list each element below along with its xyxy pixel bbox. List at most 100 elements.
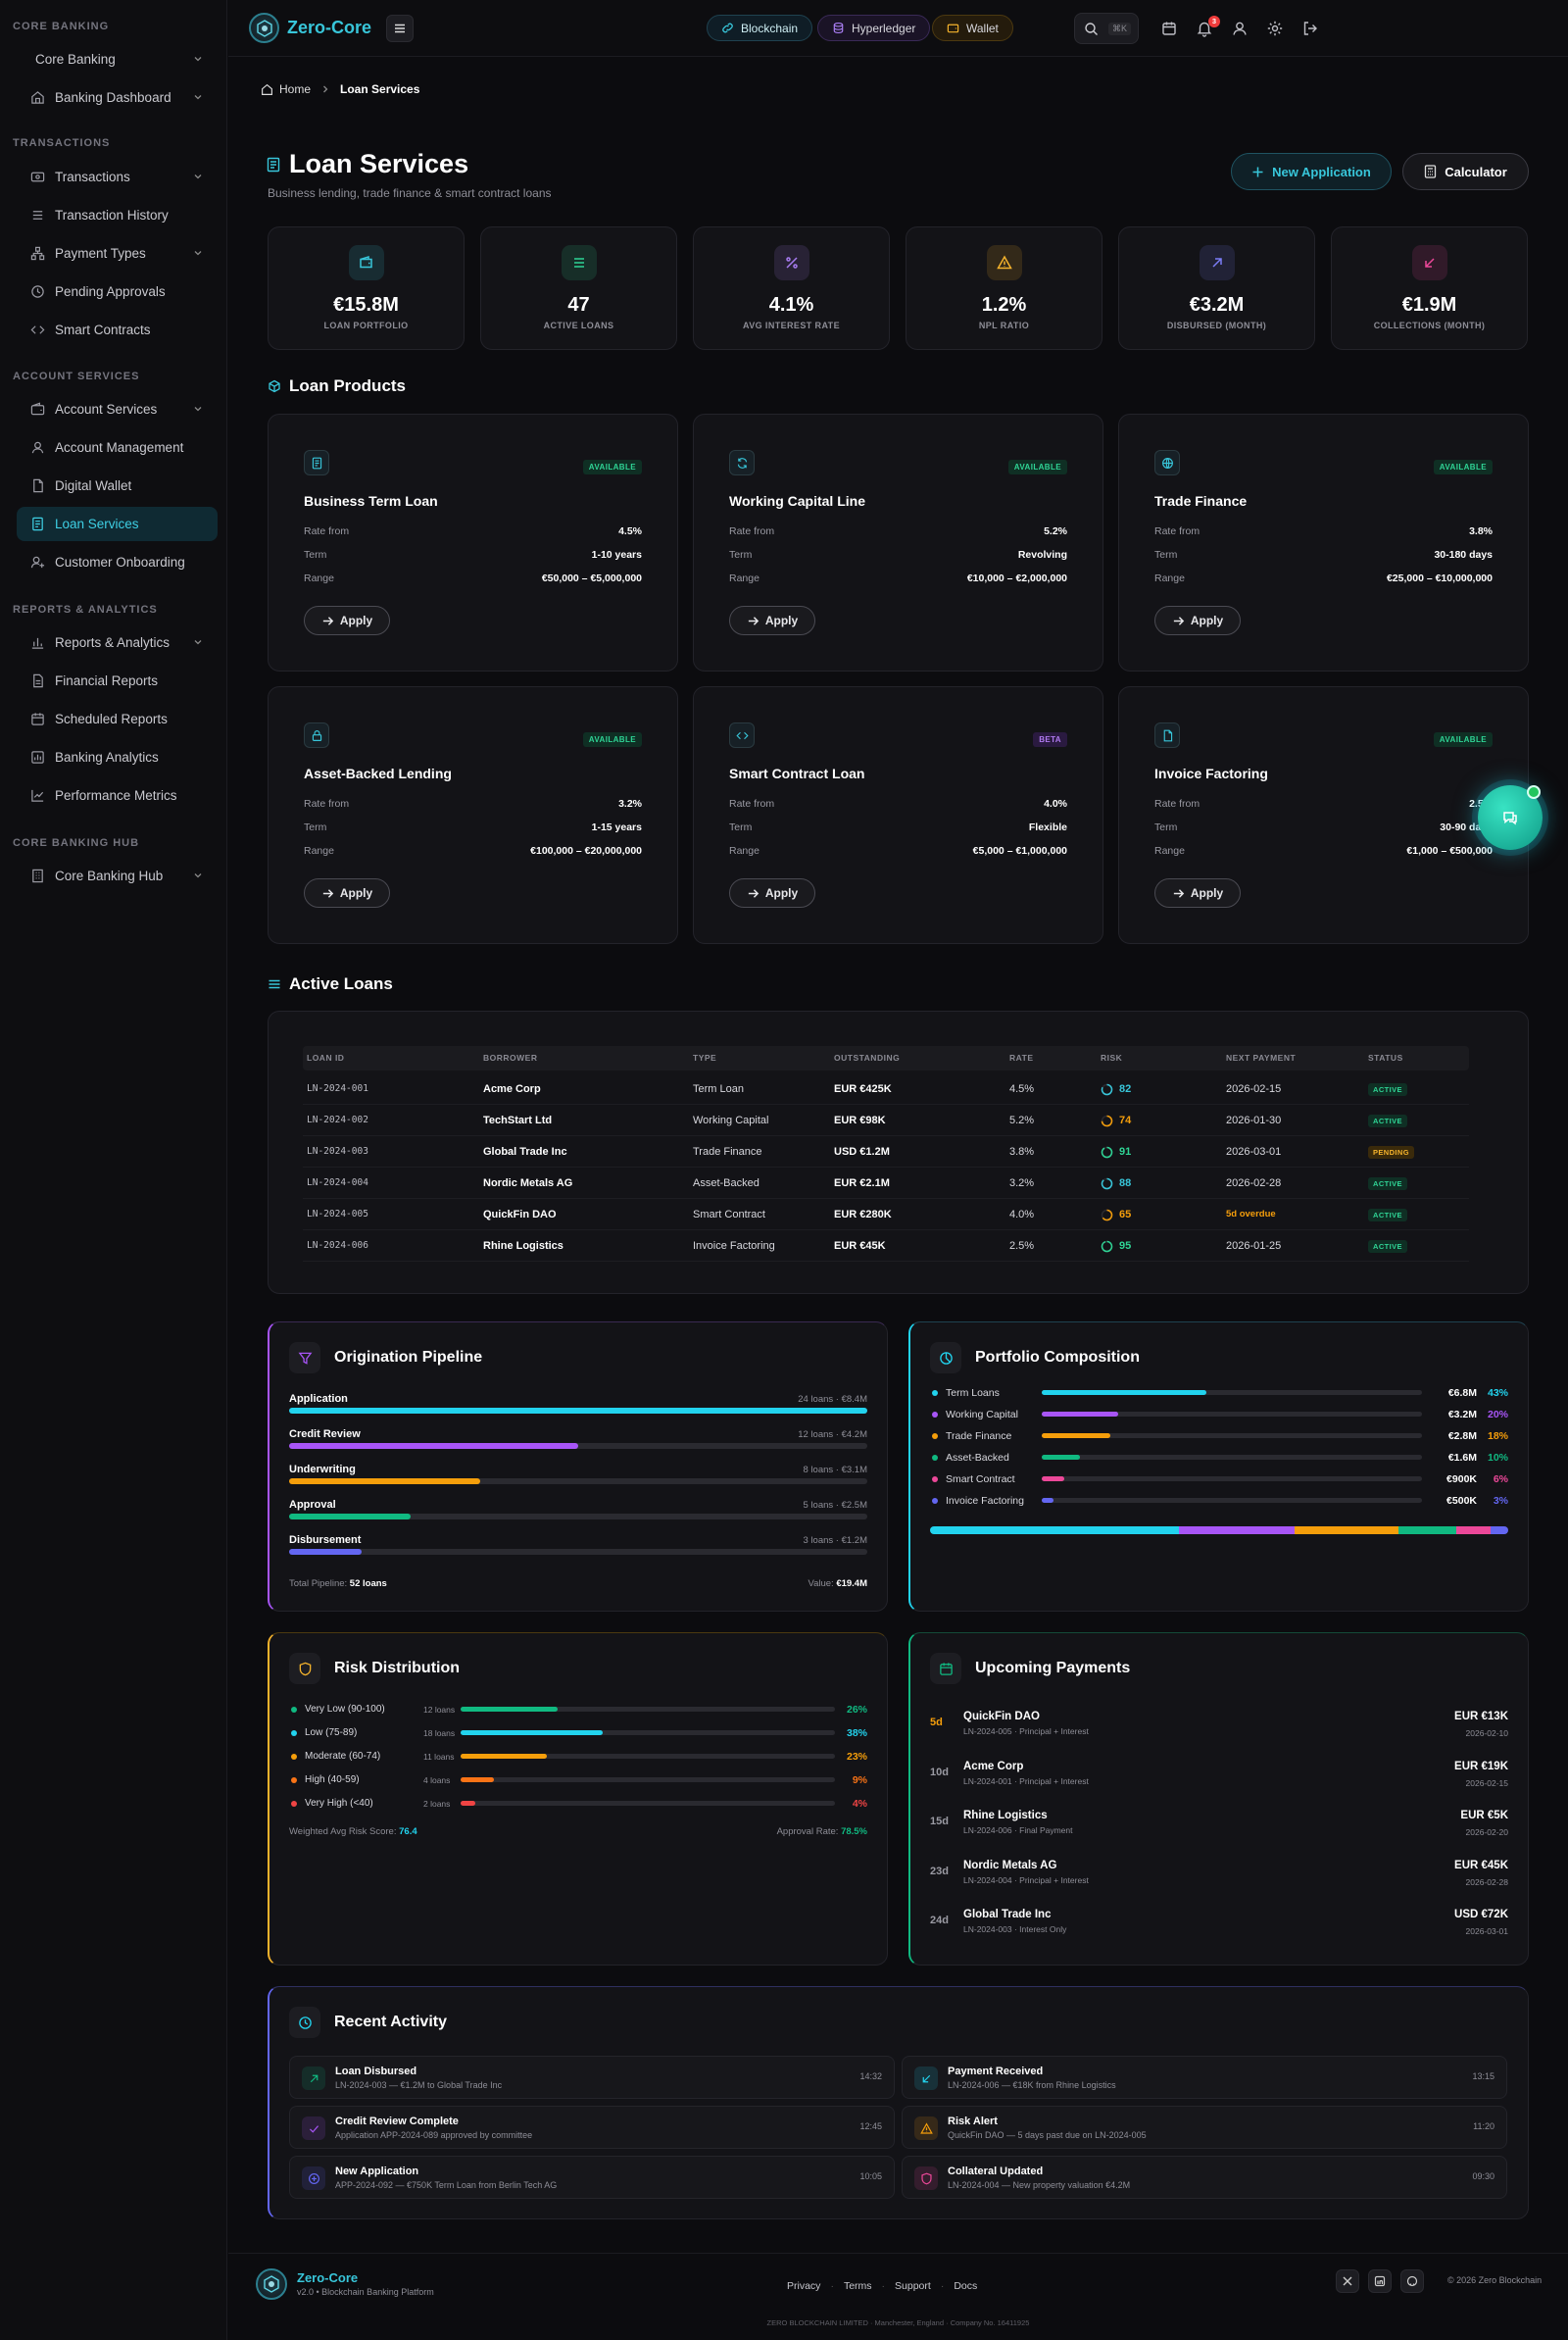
table-row[interactable]: LN-2024-002 TechStart Ltd Working Capital E… — [303, 1105, 1469, 1136]
composition-name: Term Loans — [946, 1387, 1000, 1399]
sidebar-item-pending-approvals[interactable]: Pending Approvals — [17, 274, 218, 309]
apply-button[interactable]: Apply — [1154, 878, 1241, 908]
breadcrumb-home[interactable]: Home — [279, 82, 312, 96]
bell-icon[interactable] — [1196, 20, 1213, 37]
footer-link-docs[interactable]: Docs — [954, 2280, 978, 2292]
sidebar-item-customer-onboarding[interactable]: Customer Onboarding — [17, 545, 218, 579]
sidebar-item-smart-contracts[interactable]: Smart Contracts — [17, 313, 218, 347]
range-value: €100,000 – €20,000,000 — [530, 845, 642, 857]
activity-item[interactable]: Loan Disbursed LN-2024-003 — €1.2M to Glo… — [289, 2056, 895, 2099]
payment-borrower: Acme Corp — [963, 1760, 1024, 1772]
rate: 4.5% — [1009, 1083, 1035, 1095]
sidebar-item-banking-dashboard[interactable]: Banking Dashboard — [17, 80, 218, 115]
apply-button[interactable]: Apply — [304, 878, 390, 908]
sidebar-item-banking-analytics[interactable]: Banking Analytics — [17, 740, 218, 774]
github-button[interactable] — [1400, 2269, 1424, 2293]
sidebar-item-digital-wallet[interactable]: Digital Wallet — [17, 469, 218, 503]
table-row[interactable]: LN-2024-001 Acme Corp Term Loan EUR €425K 4.… — [303, 1073, 1469, 1105]
arrow-right-icon — [1173, 616, 1185, 625]
risk-ring-icon — [1101, 1240, 1113, 1252]
brand-logo[interactable]: Zero-Core — [249, 13, 371, 43]
payment-amount: EUR €45K — [1454, 1859, 1508, 1871]
sidebar-item-account-management[interactable]: Account Management — [17, 430, 218, 465]
x-social-button[interactable] — [1336, 2269, 1359, 2293]
menu-toggle-button[interactable] — [386, 15, 414, 42]
sidebar-item-transactions[interactable]: Transactions — [17, 160, 218, 194]
sidebar-item-loan-services[interactable]: Loan Services — [17, 507, 218, 541]
stat-card: 47 ACTIVE LOANS — [480, 226, 677, 350]
payment-item[interactable]: 23d Nordic Metals AG LN-2024-004 · Princip… — [930, 1854, 1508, 1901]
activity-item[interactable]: Payment Received LN-2024-006 — €18K from … — [902, 2056, 1507, 2099]
stat-label: LOAN PORTFOLIO — [323, 321, 409, 330]
table-row[interactable]: LN-2024-006 Rhine Logistics Invoice Factor… — [303, 1230, 1469, 1262]
avg-value: 76.4 — [399, 1826, 417, 1837]
shield-icon — [914, 2166, 938, 2190]
borrower: Acme Corp — [483, 1083, 541, 1095]
payment-item[interactable]: 10d Acme Corp LN-2024-001 · Principal + In… — [930, 1755, 1508, 1802]
sidebar-item-label: Customer Onboarding — [55, 555, 185, 570]
activity-item[interactable]: New Application APP-2024-092 — €750K Term… — [289, 2156, 895, 2199]
wallet-pill[interactable]: Wallet — [932, 15, 1013, 41]
shield-icon — [289, 1653, 320, 1684]
sidebar-item-core-banking-hub[interactable]: Core Banking Hub — [17, 859, 218, 893]
availability-badge: AVAILABLE — [1433, 732, 1493, 747]
card-icon — [29, 170, 45, 185]
user-icon[interactable] — [1231, 20, 1249, 37]
activity-item[interactable]: Risk Alert QuickFin DAO — 5 days past due… — [902, 2106, 1507, 2149]
online-status-dot — [1527, 785, 1541, 799]
arrow-right-icon — [748, 888, 760, 898]
stage-name: Underwriting — [289, 1464, 356, 1475]
status-badge: ACTIVE — [1368, 1177, 1407, 1190]
activity-detail: Application APP-2024-089 approved by com… — [335, 2130, 533, 2140]
calendar-icon[interactable] — [1160, 20, 1178, 37]
sidebar-item-reports-analytics[interactable]: Reports & Analytics — [17, 625, 218, 660]
payment-item[interactable]: 5d QuickFin DAO LN-2024-005 · Principal + … — [930, 1705, 1508, 1752]
borrower: TechStart Ltd — [483, 1115, 553, 1126]
payment-detail: LN-2024-005 · Principal + Interest — [963, 1726, 1089, 1736]
table-row[interactable]: LN-2024-005 QuickFin DAO Smart Contract EUR… — [303, 1199, 1469, 1230]
logout-icon[interactable] — [1301, 20, 1319, 37]
footer-link-support[interactable]: Support — [895, 2280, 931, 2292]
table-row[interactable]: LN-2024-003 Global Trade Inc Trade Finance… — [303, 1136, 1469, 1168]
gear-icon[interactable] — [1266, 20, 1284, 37]
risk-value: 82 — [1119, 1083, 1132, 1095]
blockchain-pill[interactable]: Blockchain — [707, 15, 813, 41]
hyperledger-pill[interactable]: Hyperledger — [817, 15, 931, 41]
rate: 5.2% — [1009, 1115, 1035, 1126]
composition-amount: €900K — [1446, 1473, 1477, 1485]
linkedin-button[interactable] — [1368, 2269, 1392, 2293]
sidebar-item-payment-types[interactable]: Payment Types — [17, 236, 218, 271]
apply-button[interactable]: Apply — [729, 878, 815, 908]
rate-row: Rate from 4.5% — [304, 525, 642, 541]
search-icon — [1085, 23, 1098, 35]
activity-item[interactable]: Credit Review Complete Application APP-20… — [289, 2106, 895, 2149]
filter-icon — [289, 1342, 320, 1373]
search-button[interactable]: ⌘K — [1074, 13, 1139, 44]
calculator-button[interactable]: Calculator — [1402, 153, 1529, 190]
footer-copyright: © 2026 Zero Blockchain — [1447, 2275, 1543, 2285]
linkedin-icon — [1374, 2275, 1386, 2287]
footer-link-privacy[interactable]: Privacy — [787, 2280, 821, 2292]
stat-value: 47 — [567, 294, 590, 316]
stage-bar-fill — [289, 1514, 411, 1519]
table-row[interactable]: LN-2024-004 Nordic Metals AG Asset-Backed E… — [303, 1168, 1469, 1199]
sidebar-item-financial-reports[interactable]: Financial Reports — [17, 664, 218, 698]
sidebar-item-performance-metrics[interactable]: Performance Metrics — [17, 778, 218, 813]
sidebar-item-scheduled-reports[interactable]: Scheduled Reports — [17, 702, 218, 736]
footer-link-terms[interactable]: Terms — [843, 2280, 872, 2292]
composition-amount: €1.6M — [1447, 1452, 1477, 1464]
sidebar-item-account-services[interactable]: Account Services — [17, 392, 218, 426]
new-application-button[interactable]: New Application — [1231, 153, 1392, 190]
sidebar-item-transaction-history[interactable]: Transaction History — [17, 198, 218, 232]
rate-row: Rate from 3.2% — [304, 798, 642, 814]
composition-pct: 43% — [1487, 1387, 1508, 1399]
apply-button[interactable]: Apply — [304, 606, 390, 635]
apply-button[interactable]: Apply — [1154, 606, 1241, 635]
payment-item[interactable]: 15d Rhine Logistics LN-2024-006 · Final Pa… — [930, 1804, 1508, 1851]
payment-item[interactable]: 24d Global Trade Inc LN-2024-003 · Interes… — [930, 1903, 1508, 1950]
sidebar-item-core-banking[interactable]: Core Banking — [17, 42, 218, 76]
chat-assistant-button[interactable] — [1478, 785, 1543, 850]
user-icon — [29, 440, 45, 456]
apply-button[interactable]: Apply — [729, 606, 815, 635]
activity-item[interactable]: Collateral Updated LN-2024-004 — New prop… — [902, 2156, 1507, 2199]
